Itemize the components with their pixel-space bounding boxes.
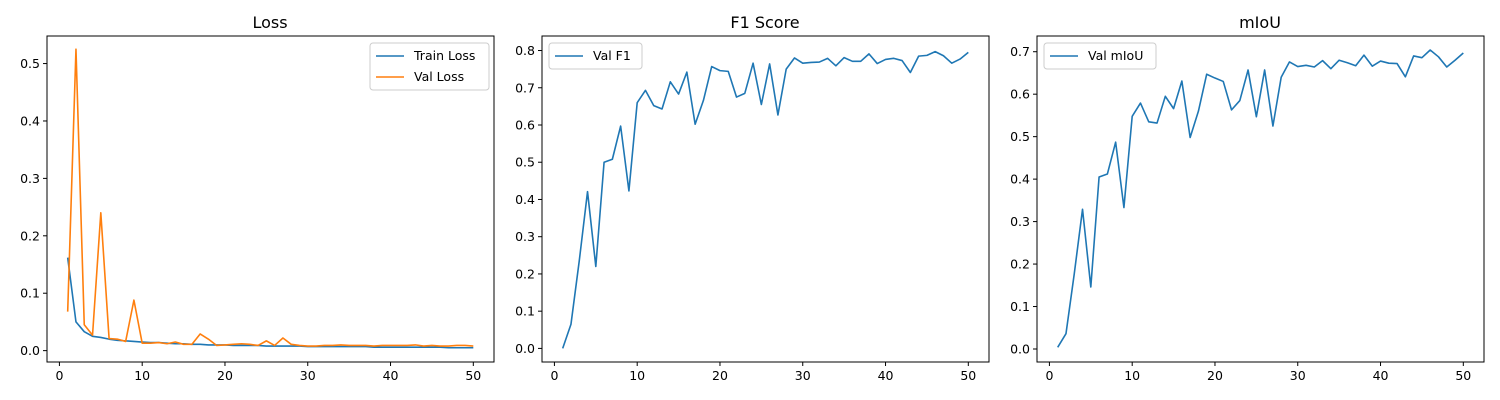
legend-label-val-miou: Val mIoU — [1088, 48, 1143, 63]
f1-xtick-label: 50 — [960, 368, 976, 383]
f1-axes-frame — [541, 35, 990, 363]
f1-ytick-label: 0.0 — [515, 341, 535, 356]
panel-miou: mIoU 0 10 20 30 40 50 0.0 0.1 0.2 0.3 0.… — [1010, 13, 1485, 383]
f1-title: F1 Score — [730, 13, 799, 32]
panel-loss: Loss 0 10 20 30 40 50 0.0 0.1 0.2 0.3 0.… — [20, 13, 495, 383]
f1-x-axis: 0 10 20 30 40 50 — [550, 362, 976, 383]
miou-ytick-label: 0.0 — [1010, 342, 1030, 357]
f1-series-lines — [561, 50, 969, 349]
loss-ytick-label: 0.0 — [20, 343, 40, 358]
legend-label-val-loss: Val Loss — [414, 69, 464, 84]
miou-title: mIoU — [1239, 13, 1281, 32]
f1-xtick-label: 10 — [629, 368, 645, 383]
loss-ytick-label: 0.4 — [20, 113, 40, 128]
loss-title: Loss — [252, 13, 287, 32]
miou-xtick-label: 50 — [1455, 368, 1471, 383]
miou-ytick-label: 0.3 — [1010, 214, 1030, 229]
loss-series-lines — [66, 48, 474, 349]
loss-x-axis: 0 10 20 30 40 50 — [55, 362, 481, 383]
f1-ytick-label: 0.6 — [515, 117, 535, 132]
loss-legend-box — [369, 42, 490, 91]
f1-xtick-label: 40 — [878, 368, 894, 383]
miou-ytick-label: 0.1 — [1010, 299, 1030, 314]
f1-ytick-label: 0.7 — [515, 80, 535, 95]
miou-ytick-label: 0.5 — [1010, 129, 1030, 144]
loss-xtick-label: 40 — [383, 368, 399, 383]
miou-ytick-label: 0.7 — [1010, 44, 1030, 59]
miou-xtick-label: 20 — [1207, 368, 1223, 383]
legend-label-train-loss: Train Loss — [413, 48, 475, 63]
loss-xtick-label: 50 — [465, 368, 481, 383]
loss-xtick-label: 20 — [217, 368, 233, 383]
f1-xtick-label: 20 — [712, 368, 728, 383]
miou-legend: Val mIoU — [1043, 42, 1157, 70]
miou-ytick-label: 0.2 — [1010, 257, 1030, 272]
miou-x-axis: 0 10 20 30 40 50 — [1045, 362, 1471, 383]
miou-ytick-label: 0.6 — [1010, 87, 1030, 102]
legend-label-val-f1: Val F1 — [593, 48, 631, 63]
loss-ytick-label: 0.3 — [20, 171, 40, 186]
loss-xtick-label: 10 — [134, 368, 150, 383]
loss-xtick-label: 30 — [300, 368, 316, 383]
f1-ytick-label: 0.4 — [515, 192, 535, 207]
f1-ytick-label: 0.3 — [515, 229, 535, 244]
miou-ytick-label: 0.4 — [1010, 172, 1030, 187]
f1-ytick-label: 0.8 — [515, 43, 535, 58]
f1-y-axis: 0.0 0.1 0.2 0.3 0.4 0.5 0.6 0.7 0.8 — [515, 43, 542, 356]
miou-xtick-label: 10 — [1124, 368, 1140, 383]
f1-ytick-label: 0.2 — [515, 266, 535, 281]
f1-ytick-label: 0.5 — [515, 155, 535, 170]
f1-legend: Val F1 — [548, 42, 643, 70]
panel-f1: F1 Score 0 10 20 30 40 50 0.0 0.1 0.2 0.… — [515, 13, 990, 383]
f1-ytick-label: 0.1 — [515, 304, 535, 319]
loss-ytick-label: 0.5 — [20, 56, 40, 71]
miou-y-axis: 0.0 0.1 0.2 0.3 0.4 0.5 0.6 0.7 — [1010, 44, 1037, 357]
loss-axes-frame — [46, 35, 495, 363]
series-line-val-f1 — [561, 50, 969, 349]
loss-y-axis: 0.0 0.1 0.2 0.3 0.4 0.5 — [20, 56, 47, 358]
miou-series-lines — [1057, 49, 1464, 348]
f1-xtick-label: 0 — [550, 368, 558, 383]
loss-xtick-label: 0 — [55, 368, 63, 383]
miou-xtick-label: 0 — [1045, 368, 1053, 383]
series-line-train-loss — [66, 257, 474, 349]
f1-xtick-label: 30 — [795, 368, 811, 383]
series-line-val-loss — [66, 48, 474, 347]
miou-legend-box — [1043, 42, 1157, 70]
loss-ytick-label: 0.2 — [20, 228, 40, 243]
miou-xtick-label: 40 — [1373, 368, 1389, 383]
miou-axes-frame — [1036, 35, 1485, 363]
miou-xtick-label: 30 — [1290, 368, 1306, 383]
series-line-val-miou — [1057, 49, 1464, 348]
f1-legend-box — [548, 42, 643, 70]
loss-ytick-label: 0.1 — [20, 286, 40, 301]
loss-legend: Train Loss Val Loss — [369, 42, 490, 91]
